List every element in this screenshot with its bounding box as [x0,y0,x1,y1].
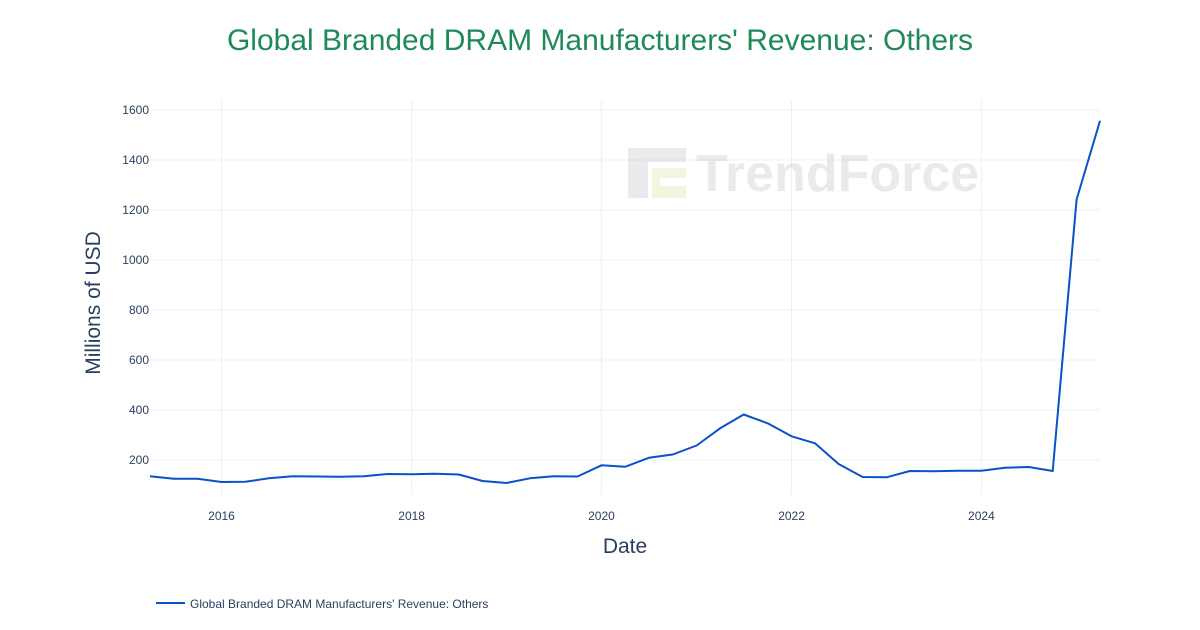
y-tick-label: 200 [129,453,149,467]
trendforce-watermark: TrendForce [628,145,979,203]
x-tick-label: 2018 [398,509,425,523]
y-tick-label: 1400 [122,153,149,167]
x-gridlines [221,100,982,495]
y-tick-labels: 200 400 600 800 1000 1200 1400 1600 [122,103,149,467]
x-tick-label: 2020 [588,509,615,523]
x-tick-label: 2016 [208,509,235,523]
x-axis-title: Date [603,535,647,558]
y-tick-label: 600 [129,353,149,367]
y-tick-label: 400 [129,403,149,417]
x-tick-label: 2024 [968,509,995,523]
watermark-text: TrendForce [696,145,979,203]
series-layer [149,120,1101,484]
y-tick-label: 1000 [122,253,149,267]
legend-item-label: Global Branded DRAM Manufacturers' Reven… [190,597,488,611]
plot-area [150,100,1100,495]
y-tick-label: 1200 [122,203,149,217]
y-gridlines [150,109,1100,461]
y-tick-label: 800 [129,303,149,317]
legend[interactable]: Global Branded DRAM Manufacturers' Reven… [156,597,488,611]
series-line[interactable] [149,120,1101,484]
x-tick-labels: 2016 2018 2020 2022 2024 [208,509,995,523]
x-tick-label: 2022 [778,509,805,523]
y-tick-label: 1600 [122,103,149,117]
trendforce-logo-icon [628,148,686,198]
y-axis-title: Millions of USD [82,231,105,375]
chart-title: Global Branded DRAM Manufacturers' Reven… [227,24,973,57]
